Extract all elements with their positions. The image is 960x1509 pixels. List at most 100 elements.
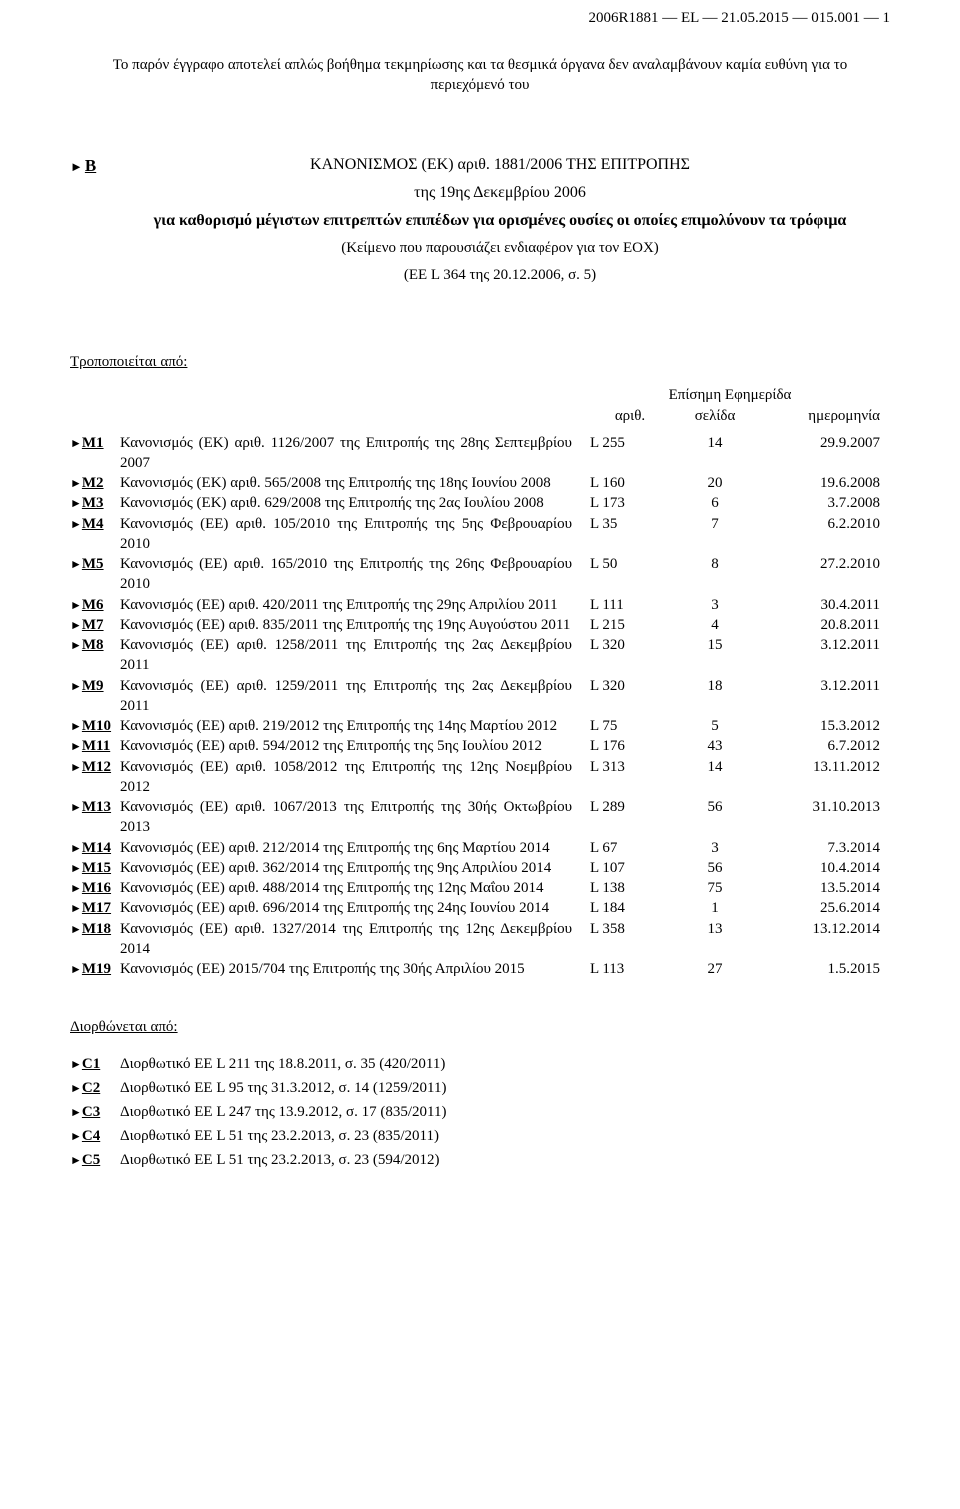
amendment-date: 31.10.2013 [760, 797, 890, 817]
amendment-date: 25.6.2014 [760, 898, 890, 918]
amendment-text: Κανονισμός (ΕΚ) αριθ. 565/2008 της Επιτρ… [120, 473, 584, 493]
correction-row: C1Διορθωτικό ΕΕ L 211 της 18.8.2011, σ. … [70, 1052, 890, 1076]
correction-text: Διορθωτικό ΕΕ L 247 της 13.9.2012, σ. 17… [120, 1100, 890, 1124]
amendment-row: M15Κανονισμός (ΕΕ) αριθ. 362/2014 της Επ… [70, 858, 890, 878]
amendment-marker: M17 [70, 898, 120, 918]
amendment-marker: M2 [70, 473, 120, 493]
amendment-text: Κανονισμός (ΕΕ) αριθ. 1058/2012 της Επιτ… [120, 757, 584, 798]
amendment-oj-page: 5 [670, 716, 760, 736]
amendment-date: 13.12.2014 [760, 919, 890, 939]
amendment-date: 13.11.2012 [760, 757, 890, 777]
amendment-row: M13Κανονισμός (ΕΕ) αριθ. 1067/2013 της Ε… [70, 797, 890, 838]
amendment-text: Κανονισμός (ΕΕ) αριθ. 1067/2013 της Επιτ… [120, 797, 584, 838]
amendment-oj-number: L 138 [584, 878, 670, 898]
col-date: ημερομηνία [760, 408, 890, 425]
correction-text: Διορθωτικό ΕΕ L 211 της 18.8.2011, σ. 35… [120, 1052, 890, 1076]
amendment-oj-page: 7 [670, 514, 760, 534]
amendment-marker: M8 [70, 635, 120, 655]
correction-row: C5Διορθωτικό ΕΕ L 51 της 23.2.2013, σ. 2… [70, 1148, 890, 1172]
amendment-text: Κανονισμός (ΕΕ) αριθ. 594/2012 της Επιτρ… [120, 736, 584, 756]
correction-row: C2Διορθωτικό ΕΕ L 95 της 31.3.2012, σ. 1… [70, 1076, 890, 1100]
amendment-row: M9Κανονισμός (ΕΕ) αριθ. 1259/2011 της Επ… [70, 676, 890, 717]
amendment-marker: M16 [70, 878, 120, 898]
col-page: σελίδα [670, 408, 760, 425]
amendment-oj-number: L 176 [584, 736, 670, 756]
amendment-text: Κανονισμός (ΕΕ) αριθ. 1259/2011 της Επιτ… [120, 676, 584, 717]
amendment-oj-page: 1 [670, 898, 760, 918]
amendment-row: M12Κανονισμός (ΕΕ) αριθ. 1058/2012 της Ε… [70, 757, 890, 798]
amendment-marker: M7 [70, 615, 120, 635]
document-header: 2006R1881 — EL — 21.05.2015 — 015.001 — … [70, 0, 890, 55]
amendment-oj-number: L 50 [584, 554, 670, 574]
document-page: 2006R1881 — EL — 21.05.2015 — 015.001 — … [0, 0, 960, 1232]
base-regulation-section: B ΚΑΝΟΝΙΣΜΟΣ (ΕΚ) αριθ. 1881/2006 ΤΗΣ ΕΠ… [70, 156, 890, 324]
amendment-oj-number: L 255 [584, 433, 670, 453]
amendment-date: 15.3.2012 [760, 716, 890, 736]
amendment-date: 27.2.2010 [760, 554, 890, 574]
amendment-oj-page: 14 [670, 433, 760, 453]
amendment-row: M2Κανονισμός (ΕΚ) αριθ. 565/2008 της Επι… [70, 473, 890, 493]
correction-marker: C5 [70, 1148, 120, 1172]
amendment-text: Κανονισμός (ΕΕ) αριθ. 1258/2011 της Επιτ… [120, 635, 584, 676]
regulation-date: της 19ης Δεκεμβρίου 2006 [110, 184, 890, 202]
amendment-row: M10Κανονισμός (ΕΕ) αριθ. 219/2012 της Επ… [70, 716, 890, 736]
amendment-row: M7Κανονισμός (ΕΕ) αριθ. 835/2011 της Επι… [70, 615, 890, 635]
correction-row: C3Διορθωτικό ΕΕ L 247 της 13.9.2012, σ. … [70, 1100, 890, 1124]
amendment-row: M5Κανονισμός (ΕΕ) αριθ. 165/2010 της Επι… [70, 554, 890, 595]
amendment-marker: M12 [70, 757, 120, 777]
amendment-oj-number: L 289 [584, 797, 670, 817]
amendment-text: Κανονισμός (ΕΕ) αριθ. 165/2010 της Επιτρ… [120, 554, 584, 595]
journal-column-headers: αριθ. σελίδα ημερομηνία [70, 408, 890, 425]
amendment-oj-number: L 111 [584, 595, 670, 615]
amendment-row: M11Κανονισμός (ΕΕ) αριθ. 594/2012 της Επ… [70, 736, 890, 756]
amendment-oj-page: 6 [670, 493, 760, 513]
regulation-subject: για καθορισμό μέγιστων επιτρεπτών επιπέδ… [110, 212, 890, 230]
amendment-marker: M9 [70, 676, 120, 696]
amendment-oj-page: 20 [670, 473, 760, 493]
regulation-eea-note: (Κείμενο που παρουσιάζει ενδιαφέρον για … [110, 240, 890, 257]
amendment-text: Κανονισμός (ΕΕ) αριθ. 420/2011 της Επιτρ… [120, 595, 584, 615]
amendment-date: 7.3.2014 [760, 838, 890, 858]
amendment-date: 3.12.2011 [760, 676, 890, 696]
amendment-oj-page: 56 [670, 858, 760, 878]
amendment-date: 1.5.2015 [760, 959, 890, 979]
amendment-row: M16Κανονισμός (ΕΕ) αριθ. 488/2014 της Επ… [70, 878, 890, 898]
amendment-date: 3.7.2008 [760, 493, 890, 513]
amendment-oj-page: 8 [670, 554, 760, 574]
amendment-marker: M15 [70, 858, 120, 878]
amendment-oj-page: 43 [670, 736, 760, 756]
amendment-oj-number: L 107 [584, 858, 670, 878]
amendment-marker: M5 [70, 554, 120, 574]
amendment-oj-page: 27 [670, 959, 760, 979]
amendment-text: Κανονισμός (ΕΕ) αριθ. 696/2014 της Επιτρ… [120, 898, 584, 918]
journal-title: Επίσημη Εφημερίδα [570, 387, 890, 404]
amendment-oj-number: L 113 [584, 959, 670, 979]
amendment-row: M1Κανονισμός (ΕΚ) αριθ. 1126/2007 της Επ… [70, 433, 890, 474]
regulation-oj-ref: (EE L 364 της 20.12.2006, σ. 5) [110, 267, 890, 284]
amendment-oj-page: 14 [670, 757, 760, 777]
amendment-oj-page: 56 [670, 797, 760, 817]
amendment-marker: M4 [70, 514, 120, 534]
amendment-date: 13.5.2014 [760, 878, 890, 898]
amendment-marker: M14 [70, 838, 120, 858]
amendment-text: Κανονισμός (ΕΕ) αριθ. 362/2014 της Επιτρ… [120, 858, 584, 878]
amendment-oj-number: L 320 [584, 676, 670, 696]
amendment-row: M14Κανονισμός (ΕΕ) αριθ. 212/2014 της Επ… [70, 838, 890, 858]
amendment-oj-page: 3 [670, 595, 760, 615]
amendment-oj-page: 75 [670, 878, 760, 898]
amendment-row: M19Κανονισμός (ΕΕ) 2015/704 της Επιτροπή… [70, 959, 890, 979]
correction-text: Διορθωτικό ΕΕ L 51 της 23.2.2013, σ. 23 … [120, 1148, 890, 1172]
amendment-marker: M11 [70, 736, 120, 756]
amendment-oj-number: L 358 [584, 919, 670, 939]
amendment-text: Κανονισμός (ΕΚ) αριθ. 1126/2007 της Επιτ… [120, 433, 584, 474]
amendment-oj-number: L 160 [584, 473, 670, 493]
amendments-label: Τροποποιείται από: [70, 354, 890, 371]
base-marker: B [70, 156, 110, 176]
amendment-oj-number: L 313 [584, 757, 670, 777]
amendment-oj-number: L 35 [584, 514, 670, 534]
correction-marker: C3 [70, 1100, 120, 1124]
amendment-oj-page: 15 [670, 635, 760, 655]
amendment-date: 19.6.2008 [760, 473, 890, 493]
amendment-date: 20.8.2011 [760, 615, 890, 635]
amendment-oj-page: 13 [670, 919, 760, 939]
